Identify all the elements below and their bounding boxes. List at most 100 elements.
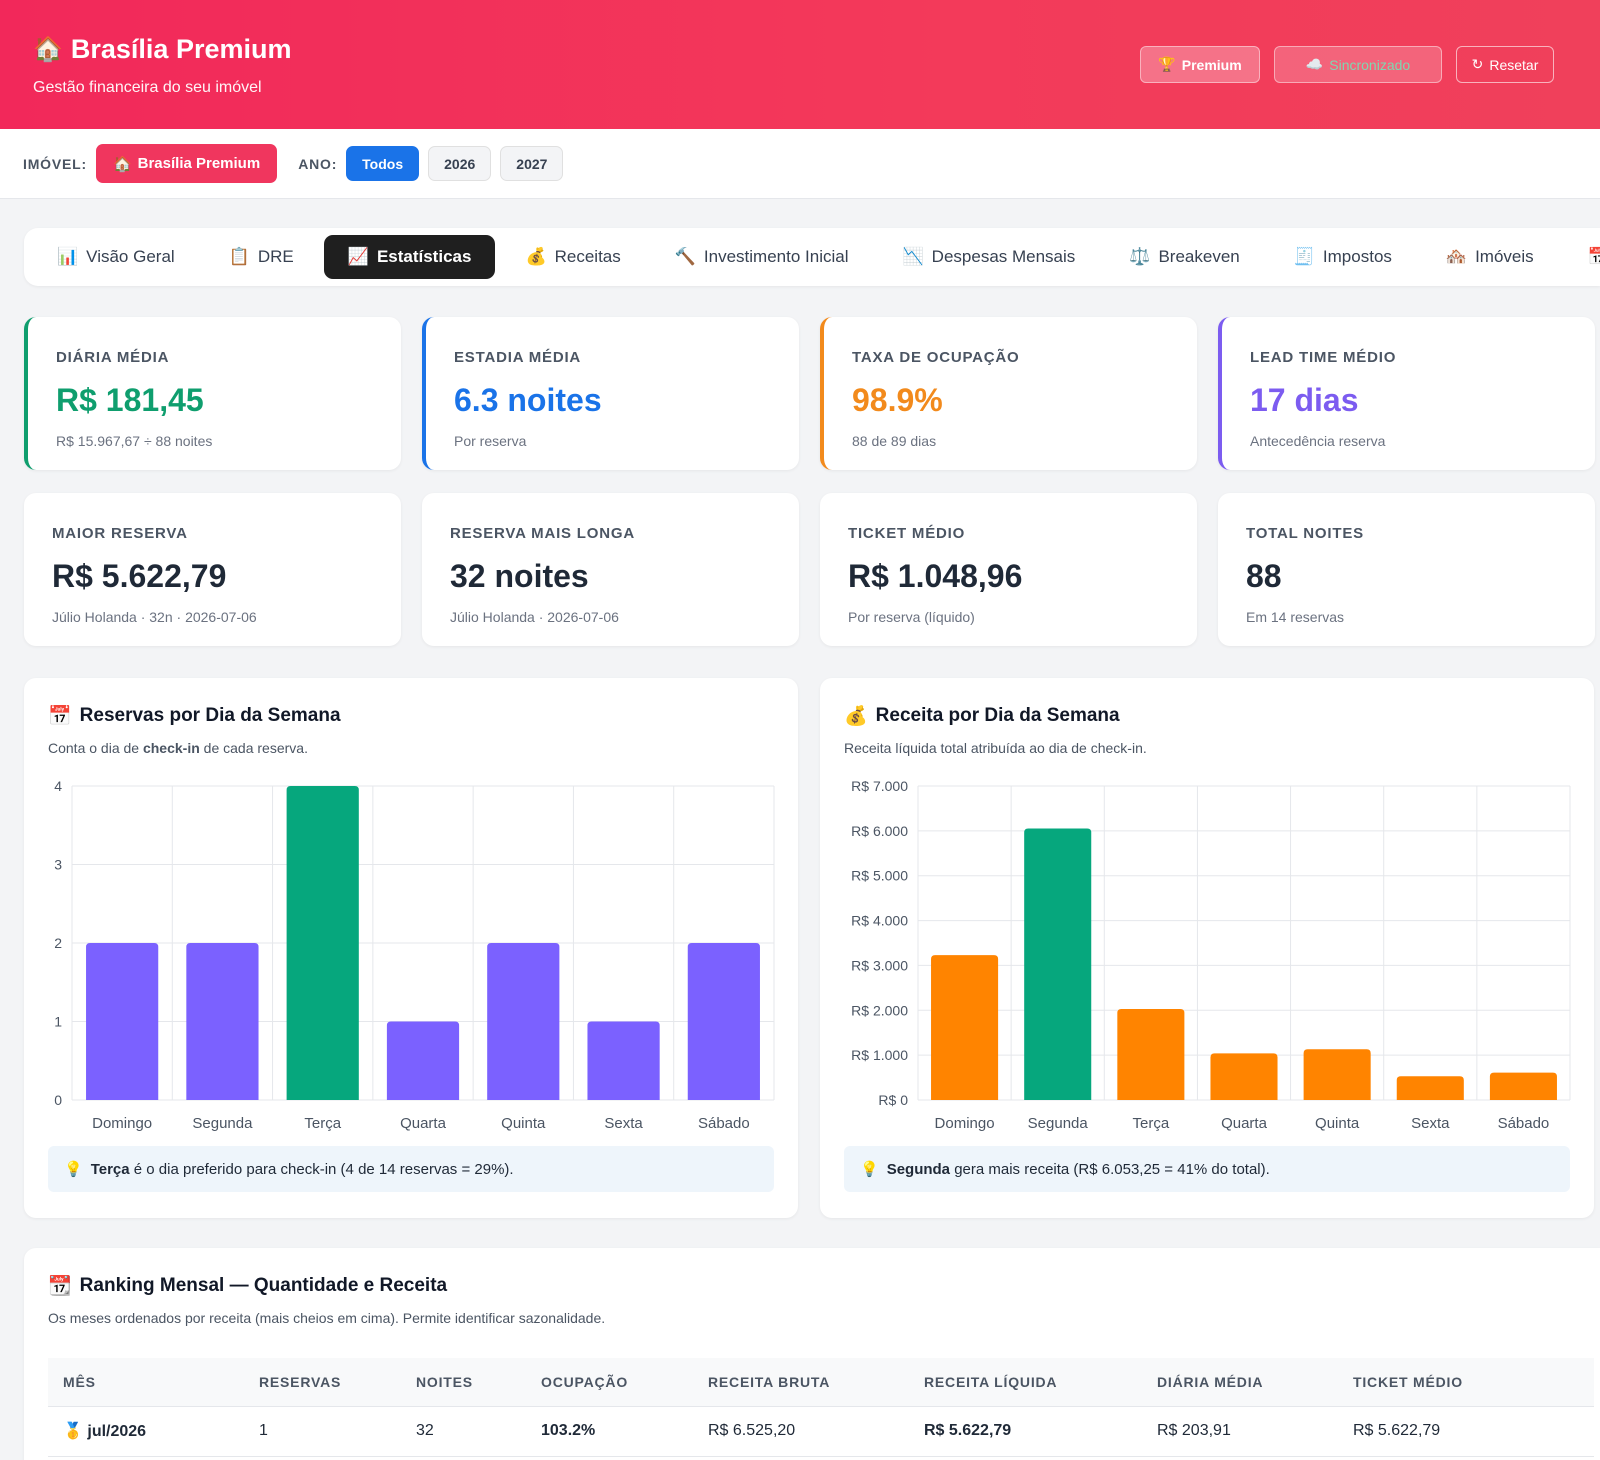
- tab-label: Investimento Inicial: [703, 247, 849, 266]
- y-tick-label: R$ 0: [878, 1092, 908, 1108]
- kpi-value: R$ 1.048,96: [848, 558, 1023, 594]
- tab-calendar[interactable]: 📅: [1564, 235, 1600, 279]
- bar-sábado: [687, 943, 760, 1100]
- month-label: jul/2026: [87, 1423, 147, 1440]
- chart-title: 💰 Receita por Dia da Semana: [844, 704, 1120, 728]
- chart-title-text: Reservas por Dia da Semana: [79, 705, 341, 726]
- column-header[interactable]: NOITES: [401, 1358, 526, 1407]
- insight-tip: 💡 Terça é o dia preferido para check-in …: [48, 1146, 774, 1192]
- tab-receitas[interactable]: 💰 Receitas: [501, 235, 644, 279]
- tip-rest: gera mais receita (R$ 6.053,25 = 41% do …: [950, 1160, 1270, 1178]
- chart-title: 📅 Reservas por Dia da Semana: [48, 704, 341, 728]
- column-header[interactable]: OCUPAÇÃO: [526, 1358, 693, 1407]
- property-filter-label: IMÓVEL:: [23, 155, 87, 172]
- tab-dre[interactable]: 📋 DRE: [205, 235, 318, 279]
- kpi-subtext: Júlio Holanda · 32n · 2026-07-06: [52, 609, 257, 625]
- tip-bold: Terça: [90, 1160, 130, 1178]
- y-tick-label: R$ 4.000: [851, 913, 908, 929]
- kpi-subtext: Antecedência reserva: [1250, 433, 1386, 449]
- kpi-value: R$ 181,45: [56, 382, 204, 418]
- kpi-label: ESTADIA MÉDIA: [454, 349, 582, 366]
- sync-button[interactable]: ☁️ Sincronizado: [1274, 46, 1442, 83]
- tab-estatisticas[interactable]: 📈 Estatísticas: [323, 235, 496, 279]
- x-tick-label: Quinta: [501, 1115, 546, 1132]
- app-title: Brasília Premium: [70, 34, 292, 64]
- receita-liquida-cell: R$ 5.622,79: [909, 1406, 1142, 1457]
- bar-segunda: [1024, 828, 1092, 1100]
- x-tick-label: Sábado: [698, 1115, 750, 1132]
- kpi-label: RESERVA MAIS LONGA: [450, 525, 635, 542]
- chart-reservas-svg: 0 1 2 3 4 Domingo Segunda Terça Quarta Quinta Sext…: [54, 778, 775, 1132]
- scale-icon: ⚖️: [1129, 247, 1151, 266]
- reset-button[interactable]: ↻ Resetar: [1456, 46, 1554, 83]
- bar-segunda: [186, 943, 259, 1100]
- kpi-value: 88: [1246, 558, 1282, 594]
- column-header[interactable]: RECEITA LÍQUIDA: [909, 1358, 1142, 1407]
- kpi-label: TAXA DE OCUPAÇÃO: [852, 349, 1020, 366]
- kpi-card-estadia-media: ESTADIA MÉDIA 6.3 noites Por reserva: [422, 317, 799, 470]
- year-button-todos[interactable]: Todos: [346, 146, 420, 181]
- chart-description: Receita líquida total atribuída ao dia d…: [844, 740, 1147, 756]
- tab-label: Visão Geral: [86, 247, 175, 266]
- column-header[interactable]: RESERVAS: [244, 1358, 401, 1407]
- tab-imoveis[interactable]: 🏘️ Imóveis: [1422, 235, 1558, 279]
- tab-visao-geral[interactable]: 📊 Visão Geral: [33, 235, 199, 279]
- ranking-title: 📆 Ranking Mensal — Quantidade e Receita: [48, 1274, 447, 1298]
- tab-label: Receitas: [554, 247, 621, 266]
- column-header[interactable]: DIÁRIA MÉDIA: [1142, 1358, 1338, 1407]
- cloud-icon: ☁️: [1305, 56, 1324, 72]
- kpi-subtext: Por reserva (líquido): [848, 609, 975, 625]
- kpi-label: TICKET MÉDIO: [848, 525, 966, 542]
- ranking-title-text: Ranking Mensal — Quantidade e Receita: [79, 1275, 448, 1296]
- x-tick-label: Quinta: [1315, 1115, 1360, 1132]
- reservas-cell: 1: [244, 1406, 401, 1457]
- kpi-card-maior-reserva: MAIOR RESERVA R$ 5.622,79 Júlio Holanda …: [24, 493, 401, 646]
- clipboard-icon: 📋: [228, 247, 250, 266]
- x-tick-label: Segunda: [1028, 1115, 1089, 1132]
- ticket-medio-cell: R$ 5.622,79: [1338, 1406, 1594, 1457]
- year-button-2027[interactable]: 2027: [500, 146, 564, 181]
- bar-chart-icon: 📊: [57, 247, 79, 266]
- trophy-icon: 🏆: [1158, 56, 1176, 72]
- month-cell: 🥇 jul/2026: [48, 1406, 244, 1457]
- tab-label: Estatísticas: [376, 247, 472, 266]
- y-tick-label: 2: [54, 935, 62, 951]
- year-button-2026[interactable]: 2026: [428, 146, 492, 181]
- tab-investimento-inicial[interactable]: 🔨 Investimento Inicial: [651, 235, 873, 279]
- receipt-icon: 🧾: [1293, 247, 1315, 266]
- app-header: 🏠 Brasília Premium Gestão financeira do …: [0, 0, 1600, 129]
- property-selector[interactable]: 🏠 Brasília Premium: [95, 144, 278, 183]
- tip-text: Segunda gera mais receita (R$ 6.053,25 =…: [887, 1161, 1270, 1178]
- y-tick-label: R$ 5.000: [851, 868, 908, 884]
- kpi-subtext: Júlio Holanda · 2026-07-06: [450, 609, 619, 625]
- column-header[interactable]: RECEITA BRUTA: [693, 1358, 909, 1407]
- house-icon: 🏠: [33, 36, 63, 63]
- gold-medal-icon: 🥇: [63, 1423, 83, 1440]
- premium-button[interactable]: 🏆 Premium: [1140, 46, 1260, 83]
- premium-label: Premium: [1181, 56, 1242, 73]
- tab-despesas-mensais[interactable]: 📉 Despesas Mensais: [879, 235, 1100, 279]
- bar-sexta: [1396, 1076, 1464, 1100]
- tab-label: Impostos: [1322, 247, 1392, 266]
- y-tick-label: 3: [54, 857, 62, 873]
- header-actions: 🏆 Premium ☁️ Sincronizado ↻ Resetar: [1140, 46, 1554, 83]
- table-row[interactable]: 🥇 jul/2026 1 32 103.2% R$ 6.525,20 R$ 5.…: [48, 1406, 1594, 1457]
- tab-breakeven[interactable]: ⚖️ Breakeven: [1105, 235, 1263, 279]
- trend-up-icon: 📈: [347, 247, 369, 266]
- tip-text: Terça é o dia preferido para check-in (4…: [91, 1161, 514, 1178]
- kpi-label: LEAD TIME MÉDIO: [1250, 349, 1397, 366]
- column-header[interactable]: MÊS: [48, 1358, 244, 1407]
- x-tick-label: Sábado: [1498, 1115, 1550, 1132]
- bar-terça: [1117, 1008, 1185, 1100]
- tip-bold: Segunda: [886, 1160, 951, 1178]
- tab-impostos[interactable]: 🧾 Impostos: [1270, 235, 1416, 279]
- kpi-row-secondary: MAIOR RESERVA R$ 5.622,79 Júlio Holanda …: [24, 493, 1600, 646]
- y-tick-label: R$ 1.000: [851, 1047, 908, 1063]
- kpi-value: 32 noites: [450, 558, 589, 594]
- column-header[interactable]: TICKET MÉDIO: [1338, 1358, 1594, 1407]
- refresh-icon: ↻: [1471, 56, 1484, 72]
- ocupacao-cell: 103.2%: [526, 1406, 693, 1457]
- kpi-subtext: R$ 15.967,67 ÷ 88 noites: [56, 433, 213, 449]
- chart-desc-bold: check-in: [142, 740, 200, 756]
- kpi-value: 98.9%: [852, 382, 943, 418]
